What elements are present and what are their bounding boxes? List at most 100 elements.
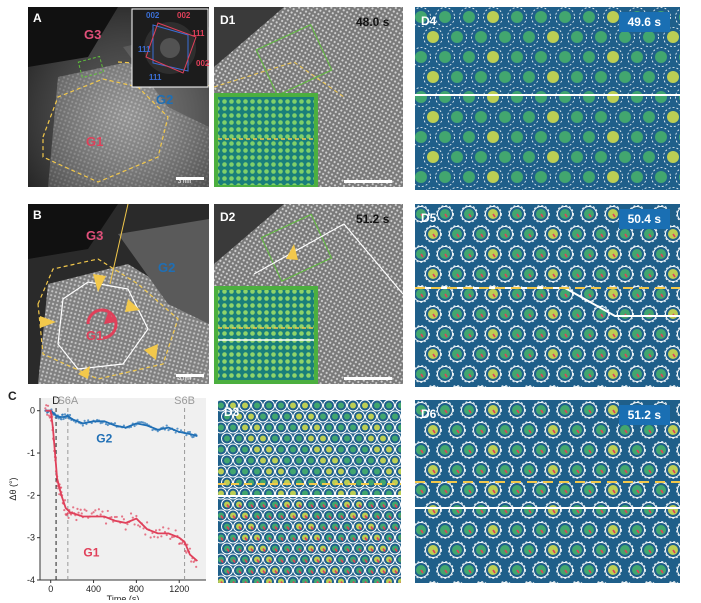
atom-ring-dashed (628, 365, 646, 383)
atom-ring (359, 531, 371, 544)
displacement-vector (672, 353, 676, 358)
atom-ring (305, 476, 317, 489)
chart-point (137, 524, 140, 527)
atom-ring (593, 306, 609, 322)
atom-ring (473, 266, 489, 282)
displacement-vector (624, 273, 628, 278)
atom-ring-dashed (448, 265, 466, 283)
atom-ring-dashed (496, 225, 514, 243)
atom-ring (425, 422, 441, 438)
atom-ring (347, 400, 359, 412)
atom-ring (365, 542, 377, 555)
atom-ring-dashed (472, 461, 490, 479)
displacement-vector (648, 353, 652, 358)
atom-ring (545, 502, 561, 518)
displacement-vector (238, 504, 242, 508)
atom-ring (461, 206, 477, 222)
atom-ring (281, 410, 293, 423)
displacement-vector (516, 293, 520, 298)
atom-ring (218, 531, 227, 544)
atom-ring-dashed (424, 421, 442, 439)
atom-ring-dashed (508, 205, 526, 223)
atom-ring (299, 531, 311, 544)
atom-ring-dashed (532, 481, 550, 499)
atom-ring-dashed (675, 128, 680, 146)
atom-ring (263, 443, 275, 456)
atom-ring (299, 553, 311, 566)
displacement-vector (648, 233, 652, 238)
atom-column (511, 11, 523, 23)
atom-ring (395, 509, 401, 522)
atom-ring (437, 246, 453, 262)
atom-ring-dashed (567, 107, 587, 127)
atom-ring (425, 226, 441, 242)
atom-column (356, 435, 362, 442)
atom-ring-dashed (663, 27, 680, 47)
atom-ring-dashed (520, 421, 538, 439)
atom-ring-dashed (664, 345, 680, 363)
atom-column (398, 490, 401, 497)
atom-ring (335, 575, 347, 583)
atom-column (475, 111, 487, 123)
atom-ring-dashed (543, 107, 563, 127)
atom-ring (329, 432, 341, 445)
atom-ring-dashed (484, 245, 502, 263)
atom-ring (593, 226, 609, 242)
atom-ring (545, 226, 561, 242)
displacement-vector (648, 469, 652, 474)
atom-ring (227, 421, 239, 434)
atom-ring (581, 522, 597, 538)
atom-ring (239, 575, 251, 583)
atom-ring (299, 575, 311, 583)
atom-ring (677, 483, 680, 497)
atom-ring-dashed (495, 147, 515, 167)
displacement-vector (274, 526, 278, 530)
atom-ring (677, 327, 680, 341)
atom-ring (621, 582, 629, 583)
atom-ring-dashed (448, 225, 466, 243)
atom-ring (317, 564, 329, 577)
atom-ring-dashed (415, 521, 430, 539)
displacement-vector (262, 548, 266, 552)
atom-ring (263, 553, 275, 566)
atom-ring-dashed (483, 47, 503, 67)
displacement-vector (504, 469, 508, 474)
chart-point (140, 420, 143, 424)
panel-d4: D4 49.6 s (415, 7, 680, 190)
atom-ring (299, 421, 311, 434)
atom-column (547, 151, 559, 163)
displacement-vector (298, 504, 302, 508)
atom-ring-dashed (508, 521, 526, 539)
atom-ring (353, 410, 365, 423)
atom-column (511, 91, 523, 103)
atom-ring-dashed (640, 345, 658, 363)
displacement-vector (588, 409, 592, 414)
atom-ring (311, 487, 323, 500)
atom-ring (251, 509, 263, 522)
atom-ring-dashed (651, 87, 671, 107)
atom-ring (353, 498, 365, 511)
atom-ring-dashed (460, 401, 478, 419)
atom-ring (269, 476, 281, 489)
atom-column (230, 424, 236, 431)
atom-ring (573, 582, 581, 583)
atom-column (242, 424, 248, 431)
displacement-vector (660, 253, 664, 258)
atom-column (278, 424, 284, 431)
atom-column (392, 413, 398, 420)
atom-ring (597, 582, 605, 583)
atom-column (290, 468, 296, 475)
atom-ring (533, 286, 549, 302)
atom-ring (311, 400, 323, 412)
chart-point (144, 422, 147, 425)
atom-column (619, 151, 631, 163)
atom-column (487, 91, 499, 103)
displacement-vector (492, 449, 496, 454)
panel-a-label: A (33, 11, 42, 25)
atom-column (415, 91, 427, 103)
atom-ring (293, 454, 305, 467)
displacement-vector (420, 293, 424, 298)
atom-ring-dashed (415, 245, 430, 263)
displacement-vector (420, 529, 424, 534)
atom-ring (569, 462, 585, 478)
